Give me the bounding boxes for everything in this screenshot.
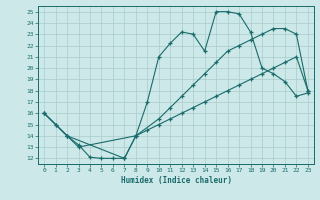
X-axis label: Humidex (Indice chaleur): Humidex (Indice chaleur) [121, 176, 231, 185]
